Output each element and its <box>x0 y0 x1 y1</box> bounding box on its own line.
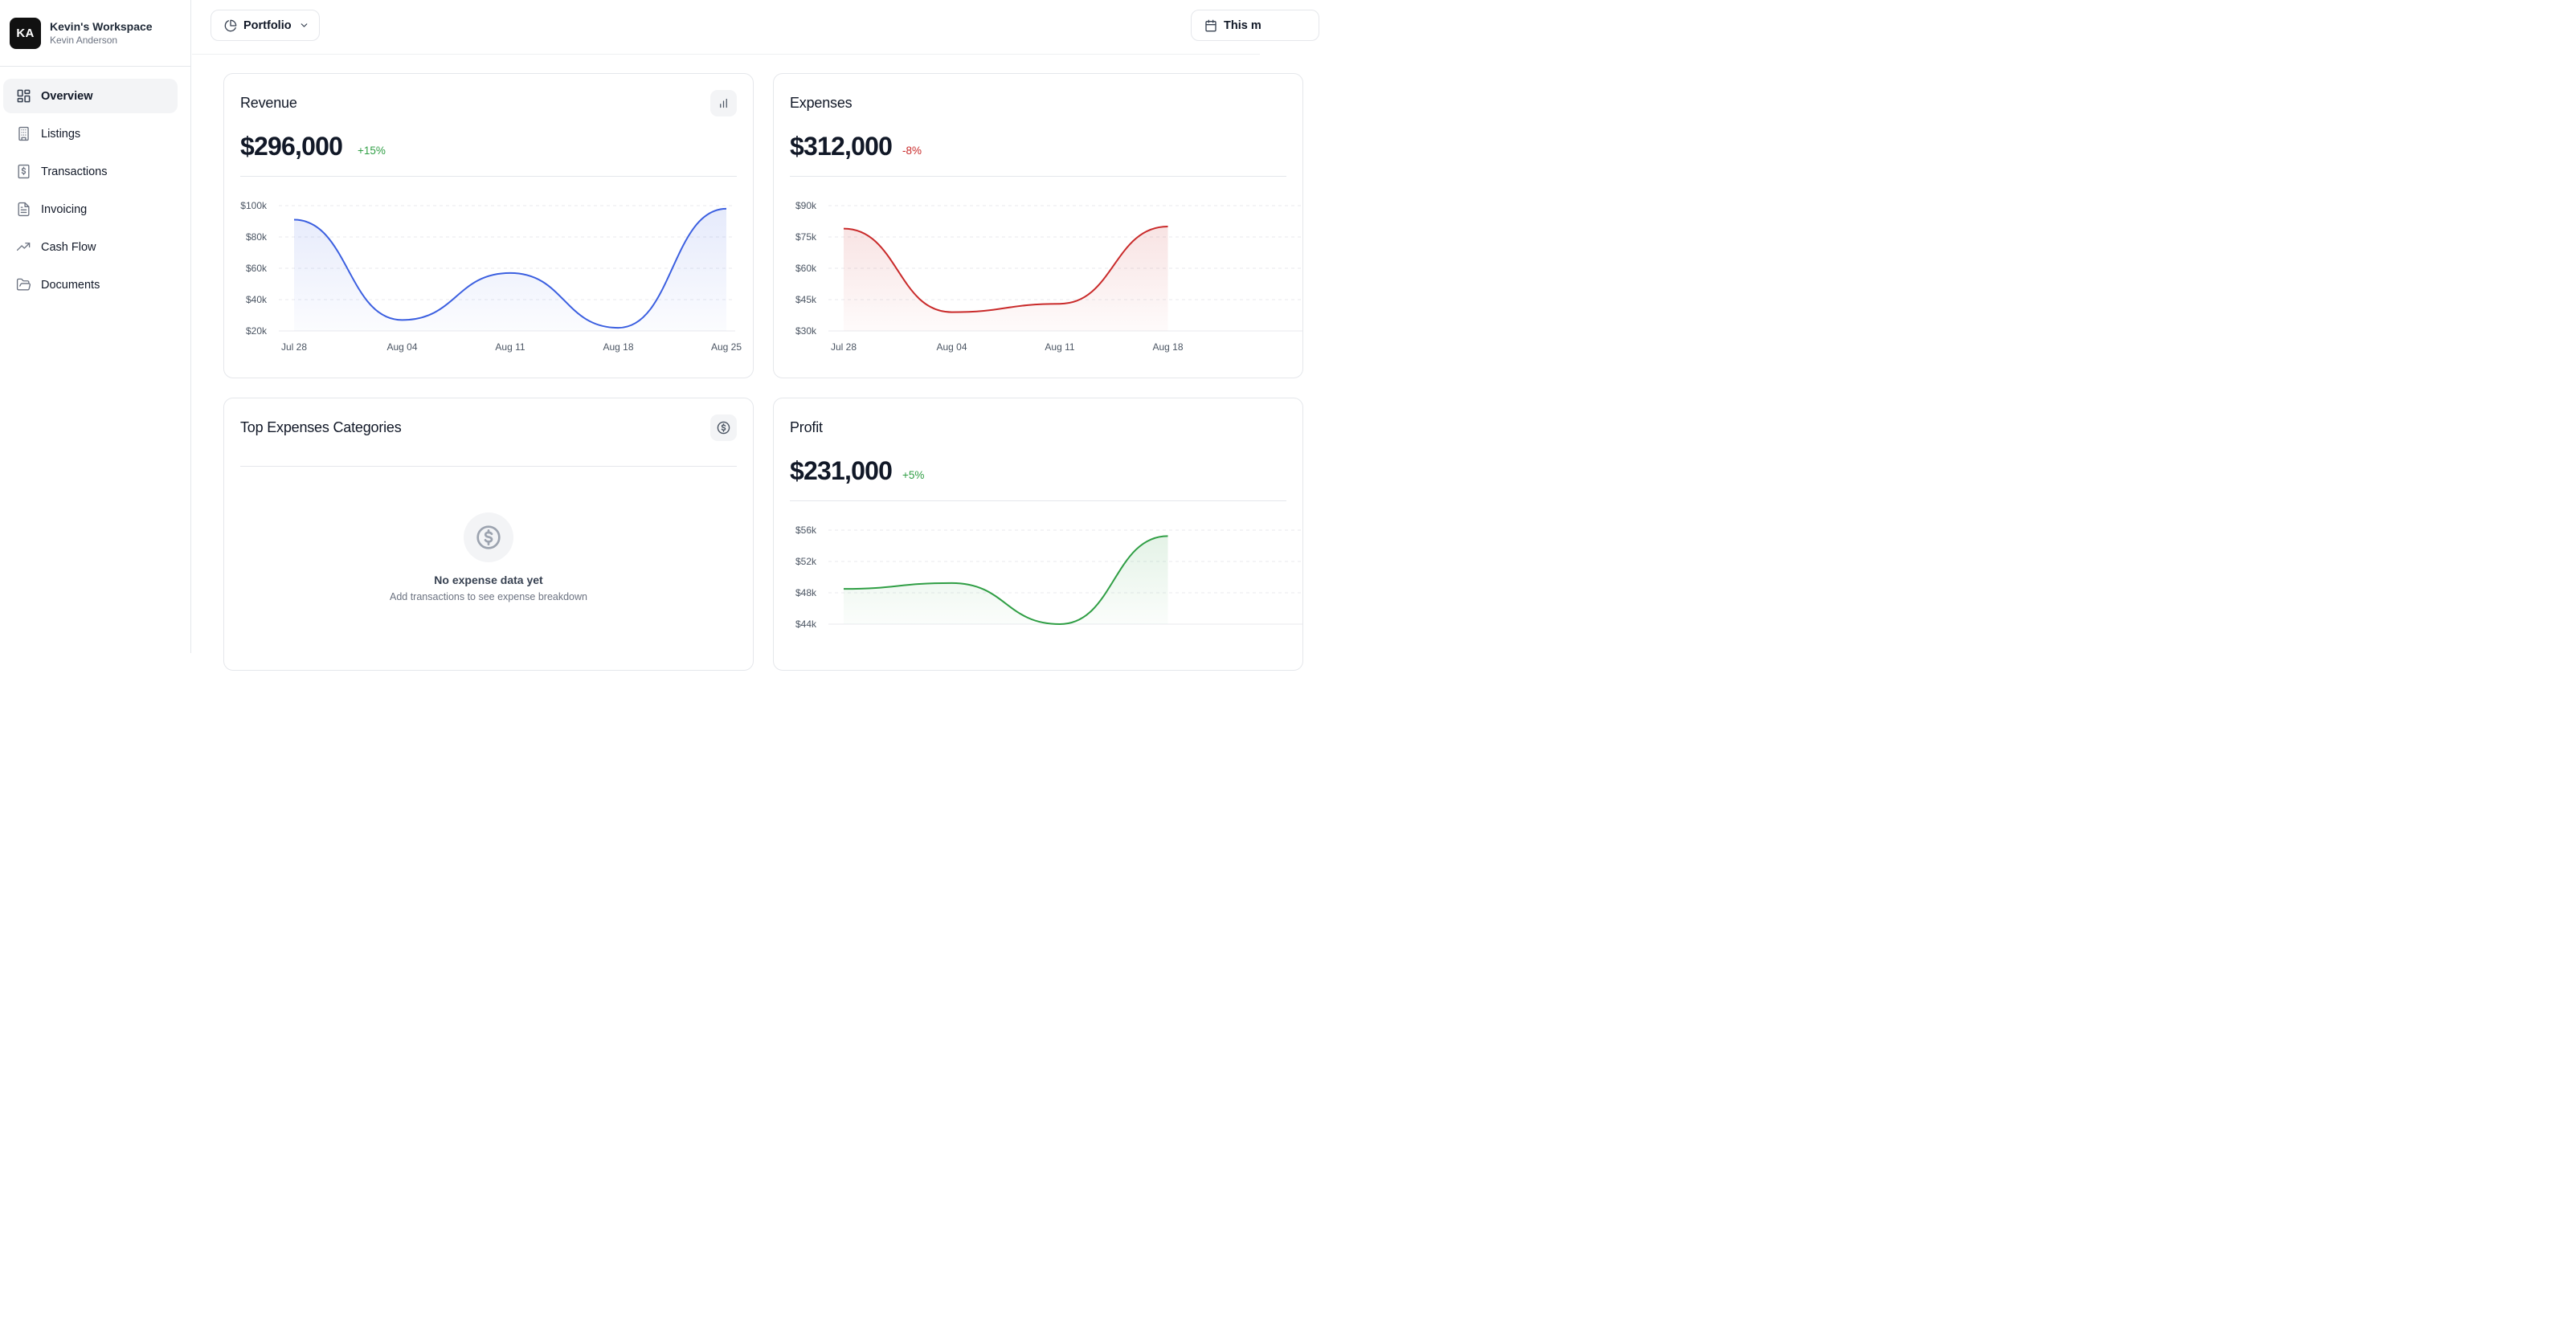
sidebar: KA Kevin's Workspace Kevin Anderson Over… <box>0 0 191 653</box>
sidebar-item-label: Transactions <box>41 165 108 178</box>
portfolio-label: Portfolio <box>243 18 292 32</box>
file-text-icon <box>18 202 30 217</box>
folder-open-icon <box>16 278 31 291</box>
y-tick-label: $30k <box>795 325 817 337</box>
workspace-name: Kevin's Workspace <box>50 20 153 33</box>
card-divider <box>240 176 737 177</box>
grid-icon <box>17 89 31 103</box>
series-area <box>294 208 726 331</box>
expenses-chart: $90k $75k $60k $45k $30k Jul 28 Aug 04 Aug 11 Au… <box>795 200 1302 353</box>
sidebar-item-overview[interactable]: Overview <box>3 79 178 113</box>
dollar-circle-icon <box>476 525 501 549</box>
y-tick-label: $52k <box>795 556 817 567</box>
sidebar-item-label: Invoicing <box>41 202 88 216</box>
revenue-chart: $100k $80k $60k $40k $20k Jul 28 Aug 04 Aug 11 A… <box>240 200 742 353</box>
chevron-down-icon <box>301 23 307 27</box>
profit-card: Profit $231,000 +5% $56k$52k$48k$44kJul … <box>773 398 1303 671</box>
currency-button[interactable] <box>710 414 737 441</box>
y-tick-label: $40k <box>246 294 268 305</box>
card-divider <box>790 176 1286 177</box>
expenses-delta: -8% <box>902 145 922 157</box>
sidebar-item-label: Overview <box>41 89 93 103</box>
x-tick-label: Jul 28 <box>831 341 857 353</box>
sidebar-nav: Overview Listings Transactions Invoicing… <box>0 67 190 302</box>
profit-value: $231,000 <box>790 456 893 485</box>
top-bar: Portfolio This m <box>192 0 1319 55</box>
empty-state-title: No expense data yet <box>434 574 543 586</box>
card-title: Expenses <box>790 95 853 111</box>
trending-up-icon <box>16 243 31 251</box>
sidebar-item-documents[interactable]: Documents <box>3 267 178 302</box>
building-icon <box>18 126 29 141</box>
sidebar-item-transactions[interactable]: Transactions <box>3 154 178 189</box>
portfolio-selector[interactable]: Portfolio <box>211 10 320 41</box>
date-range-label: This m <box>1224 18 1261 32</box>
calendar-icon <box>1205 19 1216 31</box>
profit-delta: +5% <box>902 469 925 481</box>
avatar: KA <box>10 17 41 49</box>
x-tick-label: Aug 11 <box>1045 341 1074 353</box>
y-tick-label: $45k <box>795 294 817 305</box>
sidebar-item-cash-flow[interactable]: Cash Flow <box>3 230 178 264</box>
series-area <box>844 536 1168 624</box>
dollar-receipt-icon <box>18 164 30 179</box>
card-divider <box>240 466 737 467</box>
y-tick-label: $75k <box>795 231 817 243</box>
y-tick-label: $44k <box>795 619 817 630</box>
y-tick-label: $48k <box>795 587 817 598</box>
dollar-circle-icon <box>717 421 730 435</box>
series-line <box>843 226 1168 313</box>
workspace-user: Kevin Anderson <box>50 35 118 46</box>
x-tick-label: Aug 25 <box>711 341 742 353</box>
card-title: Profit <box>790 419 823 435</box>
x-tick-label: Aug 18 <box>1152 341 1183 353</box>
expenses-value: $312,000 <box>790 132 893 161</box>
card-divider <box>790 500 1286 501</box>
x-tick-label: Aug 04 <box>386 341 417 353</box>
x-tick-label: Aug 04 <box>936 341 967 353</box>
sidebar-item-label: Documents <box>41 278 100 292</box>
y-tick-label: $20k <box>246 325 268 337</box>
x-tick-label: Aug 18 <box>603 341 633 353</box>
workspace-switcher[interactable]: KA Kevin's Workspace Kevin Anderson <box>0 0 190 67</box>
card-title: Top Expenses Categories <box>240 419 402 435</box>
x-tick-label: Jul 28 <box>281 341 307 353</box>
sidebar-item-listings[interactable]: Listings <box>3 116 178 151</box>
sidebar-item-label: Listings <box>41 127 81 141</box>
top-expenses-card: Top Expenses Categories No expense data … <box>223 398 754 671</box>
series-line <box>843 535 1168 626</box>
card-title: Revenue <box>240 95 297 111</box>
y-tick-label: $90k <box>795 200 817 211</box>
sidebar-item-invoicing[interactable]: Invoicing <box>3 192 178 227</box>
y-tick-label: $56k <box>795 525 817 536</box>
sidebar-item-label: Cash Flow <box>41 240 96 254</box>
series-line <box>293 207 727 329</box>
expenses-card: Expenses $312,000 -8% $90k $75k $60k $45k $3… <box>773 73 1303 378</box>
date-range-selector[interactable]: This m <box>1191 10 1319 41</box>
pie-chart-icon <box>224 19 237 31</box>
series-area <box>844 227 1168 331</box>
revenue-value: $296,000 <box>240 132 343 161</box>
bar-chart-icon <box>720 98 727 108</box>
y-tick-label: $100k <box>240 200 268 211</box>
chart-type-button[interactable] <box>710 90 737 116</box>
y-tick-label: $80k <box>246 231 268 243</box>
revenue-delta: +15% <box>358 145 386 157</box>
y-tick-label: $60k <box>795 263 817 274</box>
revenue-card: Revenue $296,000 +15% $100k $80k $60k $40k $… <box>223 73 754 378</box>
y-tick-label: $60k <box>246 263 268 274</box>
x-tick-label: Aug 11 <box>495 341 525 353</box>
empty-state-subtitle: Add transactions to see expense breakdow… <box>390 591 587 602</box>
empty-state-icon-wrapper <box>464 512 513 562</box>
